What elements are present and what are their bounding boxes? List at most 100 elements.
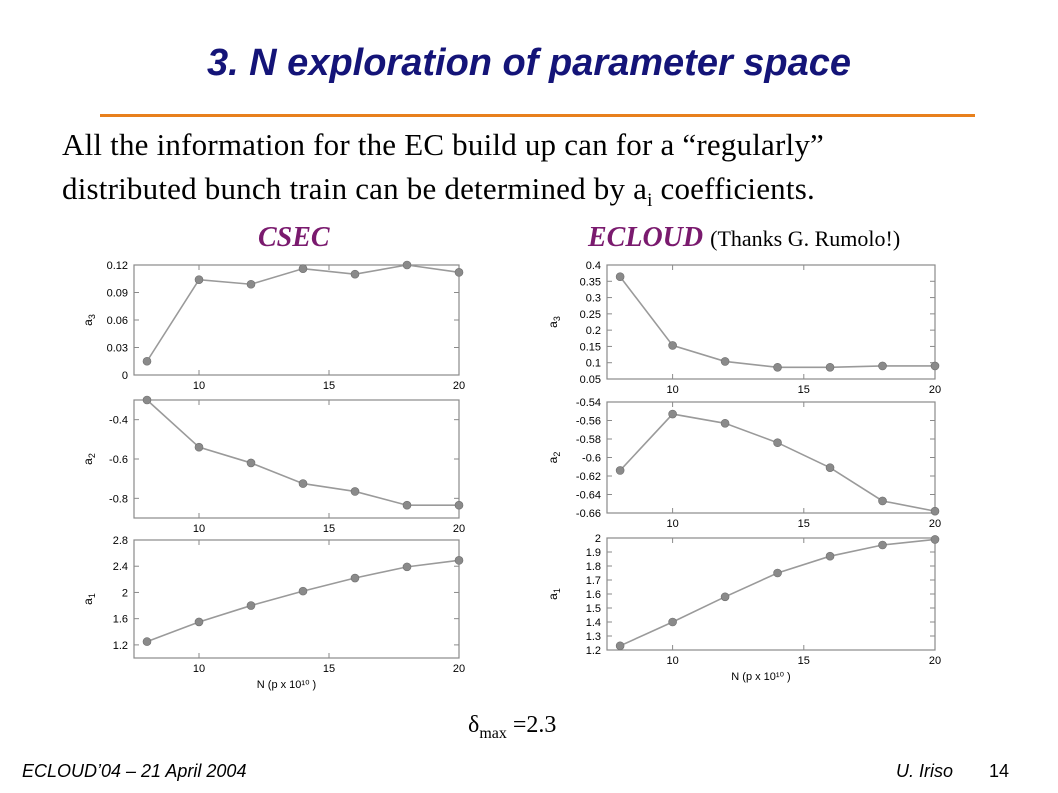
data-point [194,617,204,627]
y-tick-label: -0.66 [576,508,601,520]
y-tick-label: 1.2 [113,640,128,652]
y-tick-label: 1.4 [586,617,601,629]
data-point [246,458,256,468]
y-axis-label: a1 [81,593,97,605]
y-tick-label: 0.09 [107,288,128,300]
series-line [619,413,936,512]
ecloud-label-note: (Thanks G. Rumolo!) [710,226,901,251]
x-tick-label: 15 [798,384,810,396]
plot-frame [133,539,460,659]
x-tick-label: 15 [323,380,335,392]
body-line-2: distributed bunch train can be determine… [62,167,1022,223]
data-point [246,279,256,289]
y-tick-label: 2 [122,587,128,599]
data-point [350,269,360,279]
data-point [930,361,940,371]
y-tick-label: -0.4 [109,415,128,427]
plot-frame [606,537,936,651]
y-tick-label: 2 [595,533,601,545]
y-tick-label: 1.2 [586,645,601,657]
data-point [402,562,412,572]
y-tick-label: 0.15 [580,341,601,353]
data-point [773,362,782,372]
y-tick-label: -0.54 [576,397,601,409]
delta-value: =2.3 [512,712,557,738]
data-point [298,586,308,596]
data-point [773,568,782,578]
y-tick-label: 0.3 [586,293,601,305]
x-axis-label: N (p x 10¹⁰ ) [731,671,790,683]
data-point [142,637,152,646]
data-point [350,487,360,496]
plot-frame [606,264,936,380]
data-point [454,268,464,277]
series-line [619,276,935,369]
y-tick-label: -0.56 [576,416,601,428]
y-tick-label: 0.03 [107,343,128,355]
data-point [825,463,835,472]
y-tick-label: 0.35 [580,276,601,288]
x-tick-label: 15 [323,663,335,675]
y-tick-label: 1.6 [586,589,601,601]
delta-subscript: max [479,724,507,742]
y-tick-label: 0.4 [586,260,601,272]
data-point [615,272,625,282]
data-point [773,438,782,448]
data-point [720,592,730,602]
csec-label: CSEC [258,222,330,253]
x-tick-label: 10 [666,384,678,396]
y-axis-label: a2 [81,453,97,465]
plot-frame [606,401,936,514]
x-tick-label: 20 [453,523,465,535]
data-point [720,357,730,366]
y-tick-label: -0.58 [576,434,601,446]
data-point [402,260,412,270]
data-point [878,361,887,371]
x-tick-label: 15 [323,523,335,535]
y-tick-label: 0 [122,370,128,382]
data-point [825,362,835,372]
footer-author: U. Iriso [896,761,954,781]
x-tick-label: 20 [453,663,465,675]
data-point [194,275,204,284]
footer-author-block: U. Iriso 14 [896,761,1009,782]
y-tick-label: 1.3 [586,631,601,643]
y-tick-label: 0.25 [580,309,601,321]
data-point [246,601,256,610]
footer-event: ECLOUD’04 – 21 April 2004 [22,761,247,781]
delta-max-caption: δmax =2.3 [468,712,556,743]
data-point [720,418,730,428]
body-line-2-end: coefficients. [652,171,815,206]
page-number: 14 [989,761,1010,781]
x-axis-label: N (p x 10¹⁰ ) [257,679,316,691]
title-divider [100,114,975,117]
y-tick-label: 0.05 [580,374,601,386]
x-tick-label: 20 [929,518,941,530]
slide-title: 3. N exploration of parameter space [206,42,852,84]
x-tick-label: 15 [798,655,810,667]
data-point [298,264,308,273]
data-point [668,617,677,627]
data-point [930,506,940,516]
y-tick-label: -0.62 [576,471,601,483]
x-tick-label: 20 [453,380,465,392]
data-point [930,535,940,544]
y-tick-label: 1.9 [586,547,601,559]
y-axis-label: a2 [546,452,562,464]
x-tick-label: 15 [798,518,810,530]
x-tick-label: 10 [666,518,678,530]
y-tick-label: 0.1 [586,358,601,370]
data-point [615,641,625,651]
data-point [350,573,360,583]
data-point [402,500,412,510]
y-tick-label: 2.4 [113,561,128,573]
body-line-2-text: distributed bunch train can be determine… [62,171,648,206]
y-tick-label: -0.6 [109,454,128,466]
y-axis-label: a3 [81,314,97,326]
y-tick-label: 0.06 [107,315,128,327]
y-tick-label: -0.6 [582,453,601,465]
data-point [825,551,835,561]
data-point [454,556,464,565]
data-point [668,341,677,350]
series-line [619,538,936,647]
